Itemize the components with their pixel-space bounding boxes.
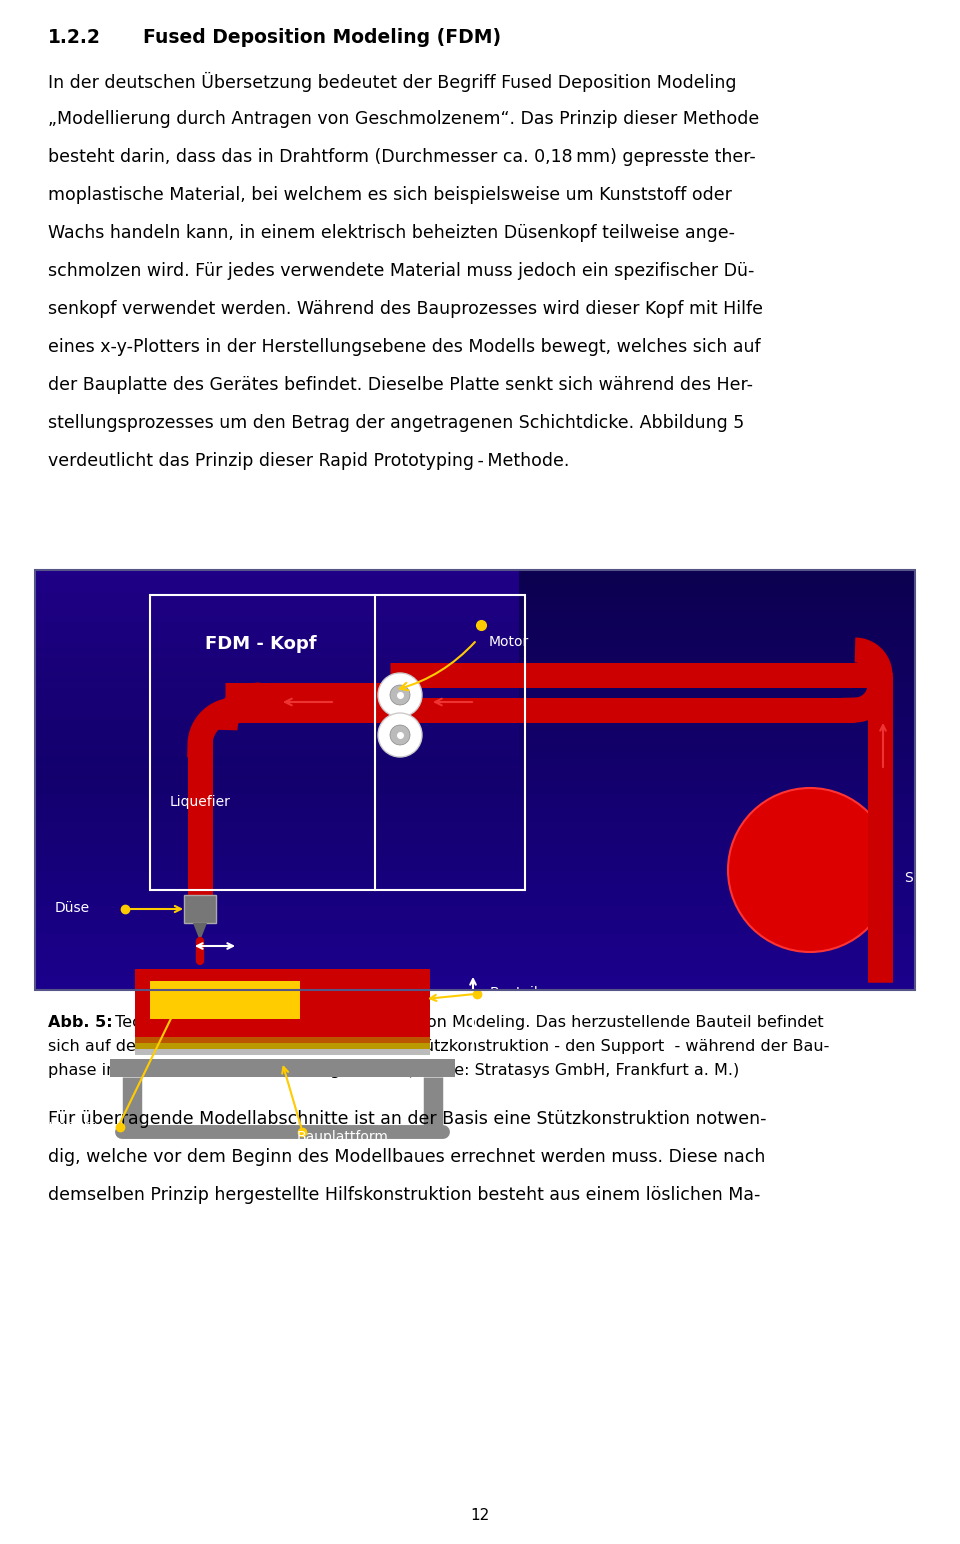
Text: 12: 12: [470, 1508, 490, 1524]
Bar: [184, 896, 216, 923]
Text: demselben Prinzip hergestellte Hilfskonstruktion besteht aus einem löslichen Ma-: demselben Prinzip hergestellte Hilfskons…: [48, 1186, 760, 1204]
Text: Wachs handeln kann, in einem elektrisch beheizten Düsenkopf teilweise ange-: Wachs handeln kann, in einem elektrisch …: [48, 224, 735, 242]
Bar: [35, 570, 915, 990]
Bar: [150, 980, 300, 1019]
Text: stellungsprozesses um den Betrag der angetragenen Schichtdicke. Abbildung 5: stellungsprozesses um den Betrag der ang…: [48, 414, 744, 432]
Text: In der deutschen Übersetzung bedeutet der Begriff Fused Deposition Modeling: In der deutschen Übersetzung bedeutet de…: [48, 73, 736, 93]
Text: der Bauplatte des Gerätes befindet. Dieselbe Platte senkt sich während des Her-: der Bauplatte des Gerätes befindet. Dies…: [48, 377, 753, 394]
Text: moplastische Material, bei welchem es sich beispielsweise um Kunststoff oder: moplastische Material, bei welchem es si…: [48, 185, 732, 204]
Text: FDM - Kopf: FDM - Kopf: [205, 635, 317, 653]
Bar: [150, 594, 525, 889]
Text: dig, welche vor dem Beginn des Modellbaues errechnet werden muss. Diese nach: dig, welche vor dem Beginn des Modellbau…: [48, 1149, 765, 1166]
Circle shape: [378, 673, 422, 716]
Circle shape: [390, 726, 410, 746]
Text: phase in einer konstanten Position gehalten (Quelle: Stratasys GmbH, Frankfurt a: phase in einer konstanten Position gehal…: [48, 1062, 739, 1078]
Circle shape: [378, 713, 422, 757]
Text: 1.2.2: 1.2.2: [48, 28, 101, 46]
Text: Support: Support: [40, 1119, 95, 1133]
Text: besteht darin, dass das in Drahtform (Durchmesser ca. 0,18 mm) gepresste ther-: besteht darin, dass das in Drahtform (Du…: [48, 148, 756, 167]
Text: senkopf verwendet werden. Während des Bauprozesses wird dieser Kopf mit Hilfe: senkopf verwendet werden. Während des Ba…: [48, 300, 763, 318]
Circle shape: [728, 787, 892, 953]
Bar: [135, 970, 430, 1038]
Text: verdeutlicht das Prinzip dieser Rapid Prototyping - Methode.: verdeutlicht das Prinzip dieser Rapid Pr…: [48, 452, 569, 469]
Text: Technisches Prinzip des Fused Deposition Modeling. Das herzustellende Bauteil be: Technisches Prinzip des Fused Deposition…: [110, 1014, 824, 1030]
Text: Düse: Düse: [55, 902, 90, 916]
Text: Bauplattform: Bauplattform: [297, 1130, 389, 1144]
Circle shape: [390, 686, 410, 706]
Bar: [110, 1059, 455, 1078]
Bar: [135, 1044, 430, 1048]
Text: Abb. 5:: Abb. 5:: [48, 1014, 112, 1030]
Text: Bauteil: Bauteil: [490, 987, 539, 1001]
Text: sich auf der Bauplattform. Es wird durch die Stützkonstruktion - den Support  - : sich auf der Bauplattform. Es wird durch…: [48, 1039, 829, 1055]
Polygon shape: [193, 923, 207, 940]
Text: Spule: Spule: [904, 871, 943, 885]
Text: „Modellierung durch Antragen von Geschmolzenem“. Das Prinzip dieser Methode: „Modellierung durch Antragen von Geschmo…: [48, 110, 759, 128]
Text: eines x-y-Plotters in der Herstellungsebene des Modells bewegt, welches sich auf: eines x-y-Plotters in der Herstellungseb…: [48, 338, 760, 357]
Bar: [135, 1038, 430, 1044]
Bar: [135, 1048, 430, 1055]
Text: Liquefier: Liquefier: [170, 795, 230, 809]
Text: schmolzen wird. Für jedes verwendete Material muss jedoch ein spezifischer Dü-: schmolzen wird. Für jedes verwendete Mat…: [48, 262, 755, 279]
Text: Fused Deposition Modeling (FDM): Fused Deposition Modeling (FDM): [143, 28, 501, 46]
Text: Motor: Motor: [489, 635, 529, 648]
Text: Für überragende Modellabschnitte ist an der Basis eine Stützkonstruktion notwen-: Für überragende Modellabschnitte ist an …: [48, 1110, 766, 1129]
